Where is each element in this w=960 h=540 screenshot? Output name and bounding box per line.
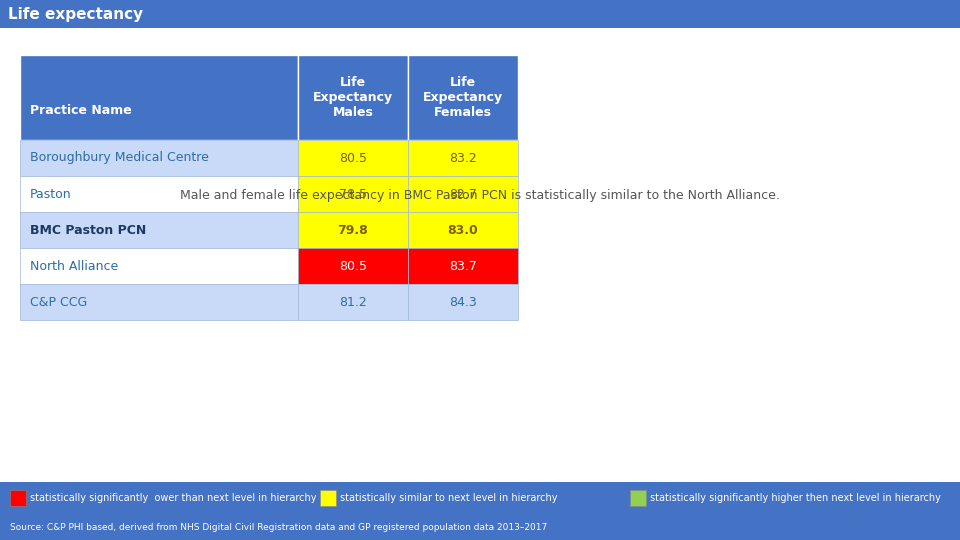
Text: statistically significantly higher then next level in hierarchy: statistically significantly higher then … — [650, 493, 941, 503]
FancyBboxPatch shape — [10, 490, 26, 506]
Text: statistically similar to next level in hierarchy: statistically similar to next level in h… — [340, 493, 558, 503]
FancyBboxPatch shape — [298, 55, 408, 140]
FancyBboxPatch shape — [20, 212, 298, 248]
FancyBboxPatch shape — [20, 248, 298, 284]
FancyBboxPatch shape — [0, 0, 960, 28]
Text: Boroughbury Medical Centre: Boroughbury Medical Centre — [30, 152, 209, 165]
Text: statistically significantly  ower than next level in hierarchy: statistically significantly ower than ne… — [30, 493, 317, 503]
FancyBboxPatch shape — [298, 140, 408, 176]
Text: Practice Name: Practice Name — [30, 104, 132, 117]
Text: Paston: Paston — [30, 187, 72, 200]
Text: 79.8: 79.8 — [338, 224, 369, 237]
Text: C&P CCG: C&P CCG — [30, 295, 87, 308]
Text: Source: C&P PHI based, derived from NHS Digital Civil Registration data and GP r: Source: C&P PHI based, derived from NHS … — [10, 523, 547, 532]
Text: 80.5: 80.5 — [339, 152, 367, 165]
Text: Life
Expectancy
Females: Life Expectancy Females — [423, 76, 503, 119]
Text: North Alliance: North Alliance — [30, 260, 118, 273]
Text: Male and female life expectancy in BMC Paston PCN is statistically similar to th: Male and female life expectancy in BMC P… — [180, 188, 780, 201]
FancyBboxPatch shape — [298, 284, 408, 320]
FancyBboxPatch shape — [408, 176, 518, 212]
Text: 78.5: 78.5 — [339, 187, 367, 200]
Text: 81.2: 81.2 — [339, 295, 367, 308]
FancyBboxPatch shape — [630, 490, 646, 506]
FancyBboxPatch shape — [408, 55, 518, 140]
Text: 82.7: 82.7 — [449, 187, 477, 200]
FancyBboxPatch shape — [20, 176, 298, 212]
Text: Life
Expectancy
Males: Life Expectancy Males — [313, 76, 393, 119]
Text: Life expectancy: Life expectancy — [8, 6, 143, 22]
FancyBboxPatch shape — [408, 248, 518, 284]
Text: BMC Paston PCN: BMC Paston PCN — [30, 224, 146, 237]
FancyBboxPatch shape — [408, 140, 518, 176]
FancyBboxPatch shape — [20, 55, 298, 140]
FancyBboxPatch shape — [408, 212, 518, 248]
FancyBboxPatch shape — [20, 284, 298, 320]
FancyBboxPatch shape — [298, 212, 408, 248]
Text: 84.3: 84.3 — [449, 295, 477, 308]
Text: 83.7: 83.7 — [449, 260, 477, 273]
FancyBboxPatch shape — [298, 248, 408, 284]
FancyBboxPatch shape — [0, 482, 960, 540]
FancyBboxPatch shape — [20, 140, 298, 176]
Text: 83.2: 83.2 — [449, 152, 477, 165]
FancyBboxPatch shape — [320, 490, 336, 506]
FancyBboxPatch shape — [408, 284, 518, 320]
Text: 80.5: 80.5 — [339, 260, 367, 273]
Text: 83.0: 83.0 — [447, 224, 478, 237]
FancyBboxPatch shape — [298, 176, 408, 212]
